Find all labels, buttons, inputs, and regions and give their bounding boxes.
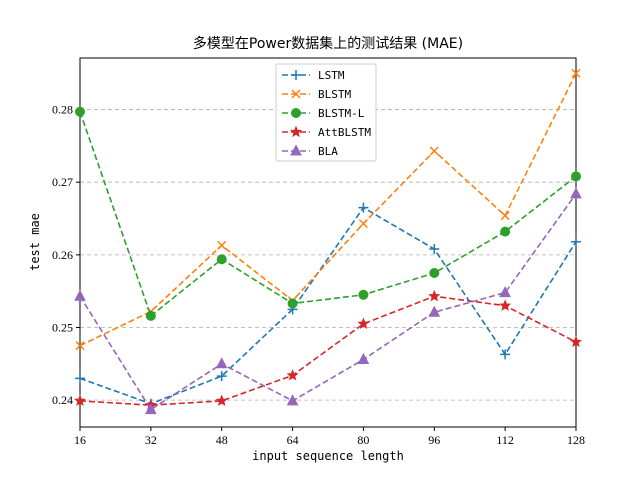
data-point-bla-7 bbox=[570, 187, 582, 199]
data-point-attblstm-6 bbox=[499, 299, 512, 311]
data-point-bla-1 bbox=[145, 402, 157, 415]
series-bla bbox=[74, 187, 582, 415]
series-line-blstm-l bbox=[79, 111, 577, 318]
legend-box bbox=[275, 63, 377, 162]
data-point-blstm-l-5 bbox=[429, 268, 440, 279]
data-point-bla-2 bbox=[215, 357, 228, 369]
y-tick-label-3: 0.27 bbox=[52, 175, 73, 189]
x-tick-label-5: 96 bbox=[428, 433, 440, 447]
data-point-blstm-l-6 bbox=[500, 226, 511, 237]
y-tick-label-0: 0.24 bbox=[52, 393, 73, 407]
data-point-attblstm-3 bbox=[286, 369, 299, 381]
chart-title: 多模型在Power数据集上的测试结果 (MAE) bbox=[193, 35, 463, 52]
legend-label-attblstm: AttBLSTM bbox=[318, 126, 371, 139]
x-tick-label-4: 80 bbox=[357, 433, 369, 447]
data-point-bla-6 bbox=[499, 286, 511, 298]
x-axis-label: input sequence length bbox=[252, 449, 404, 463]
data-point-attblstm-0 bbox=[73, 394, 87, 406]
data-point-blstm-0 bbox=[75, 341, 85, 351]
data-point-bla-5 bbox=[428, 305, 441, 317]
x-tick-label-0: 16 bbox=[74, 433, 86, 447]
data-point-attblstm-4 bbox=[357, 317, 370, 329]
data-point-bla-0 bbox=[74, 289, 86, 301]
data-point-attblstm-5 bbox=[428, 289, 441, 302]
y-tick-label-4: 0.28 bbox=[52, 103, 73, 117]
data-point-blstm-l-1 bbox=[145, 310, 156, 321]
data-point-blstm-l-3 bbox=[287, 298, 298, 309]
data-point-attblstm-7 bbox=[569, 335, 583, 348]
data-point-blstm-4 bbox=[358, 219, 368, 229]
data-point-lstm-5 bbox=[429, 244, 440, 255]
data-point-blstm-2 bbox=[217, 240, 227, 250]
data-point-lstm-6 bbox=[500, 349, 511, 360]
y-tick-label-1: 0.25 bbox=[52, 320, 73, 334]
data-point-lstm-7 bbox=[571, 236, 581, 247]
data-point-blstm-l-0 bbox=[75, 106, 85, 117]
x-tick-label-7: 128 bbox=[567, 433, 585, 447]
series-line-blstm bbox=[79, 72, 577, 347]
series-blstm-l bbox=[75, 106, 581, 321]
data-point-blstm-l-2 bbox=[216, 254, 227, 265]
legend-label-blstm-l: BLSTM-L bbox=[318, 107, 365, 120]
legend-marker-attblstm bbox=[289, 125, 303, 138]
data-point-lstm-2 bbox=[216, 371, 227, 382]
series-blstm bbox=[75, 68, 581, 351]
data-point-blstm-l-7 bbox=[571, 171, 581, 182]
legend-marker-lstm bbox=[291, 70, 301, 80]
data-point-blstm-l-4 bbox=[358, 289, 369, 300]
x-tick-label-6: 112 bbox=[496, 433, 514, 447]
data-point-blstm-5 bbox=[429, 146, 439, 156]
series-line-lstm bbox=[79, 206, 577, 405]
data-point-blstm-6 bbox=[500, 211, 510, 221]
x-tick-label-3: 64 bbox=[287, 433, 299, 447]
data-point-bla-3 bbox=[286, 394, 299, 406]
data-point-attblstm-2 bbox=[215, 394, 228, 406]
x-tick-label-1: 32 bbox=[145, 433, 157, 447]
legend-marker-blstm bbox=[291, 89, 301, 99]
legend-label-blstm: BLSTM bbox=[318, 88, 351, 101]
series-line-attblstm bbox=[79, 295, 577, 407]
legend: LSTM BLSTM BLSTM-L AttBLSTM BLA bbox=[275, 63, 377, 162]
legend-marker-bla bbox=[290, 144, 302, 156]
data-point-blstm-7 bbox=[571, 68, 581, 78]
y-axis-label: test mae bbox=[28, 213, 42, 271]
y-tick-label-2: 0.26 bbox=[52, 248, 73, 262]
legend-label-lstm: LSTM bbox=[318, 69, 345, 82]
legend-marker-blstm-l bbox=[291, 108, 301, 118]
legend-label-bla: BLA bbox=[318, 145, 338, 158]
series-line-bla bbox=[79, 193, 577, 411]
plot-area: 16 32 48 64 80 96 112 128 0.24 0.25 0.26 0.27 0.28 LS… bbox=[52, 57, 585, 447]
data-point-lstm-4 bbox=[358, 202, 369, 213]
data-point-lstm-0 bbox=[75, 373, 85, 384]
x-tick-label-2: 48 bbox=[216, 433, 228, 447]
data-point-bla-4 bbox=[357, 352, 370, 364]
